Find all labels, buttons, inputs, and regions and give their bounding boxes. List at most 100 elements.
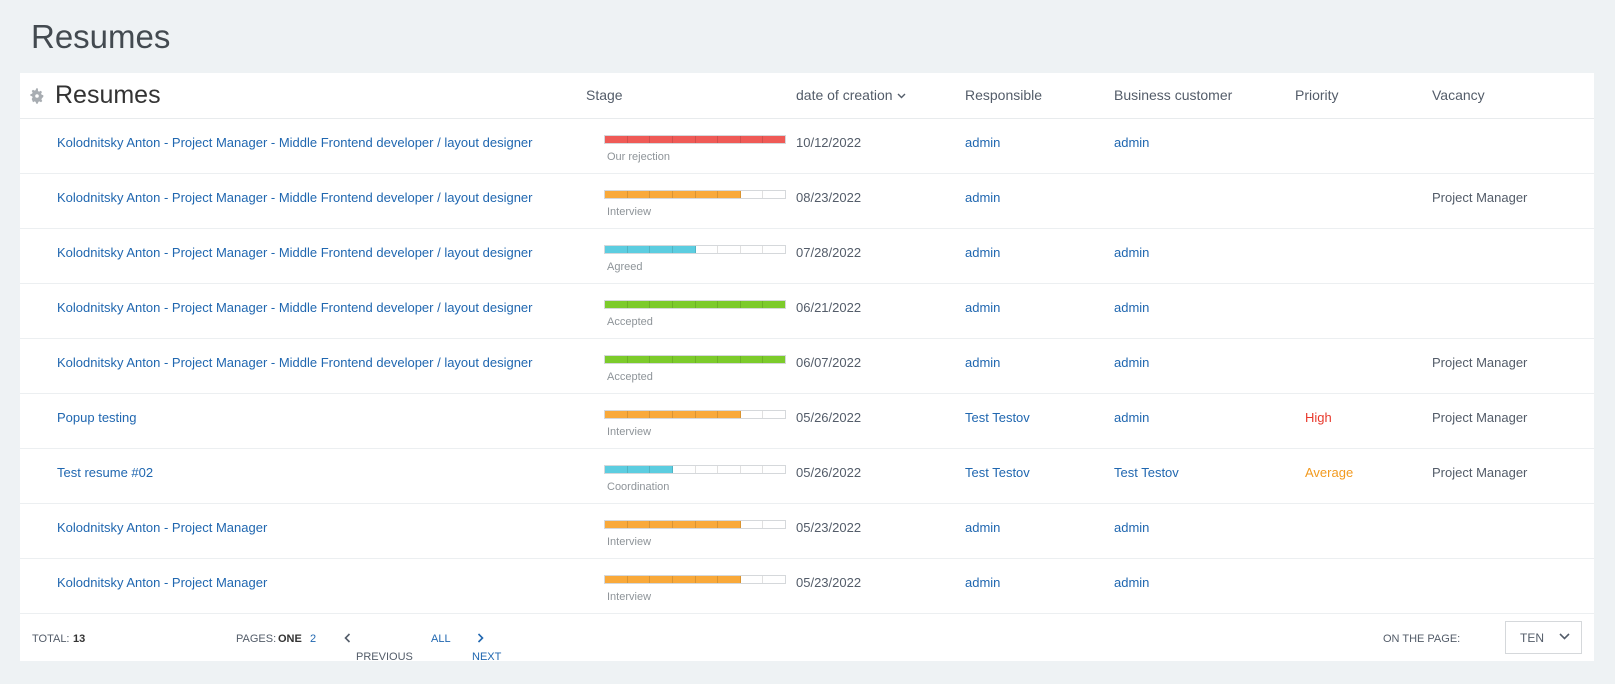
responsible-link[interactable]: admin [965,135,1001,150]
chevron-down-icon [1559,633,1570,640]
priority-value: Average [1305,465,1354,480]
previous-label: Previous [356,651,413,663]
stage-label: Agreed [607,261,643,273]
stage-label: Interview [607,426,652,438]
stage-segment [672,576,696,583]
business-customer-link[interactable]: admin [1114,245,1150,260]
business-customer-link[interactable]: admin [1114,355,1150,370]
stage-segment [741,411,764,418]
stage-segment [672,246,696,253]
stage-segment [718,301,741,308]
vacancy-value: Project Manager [1432,355,1528,370]
stage-segment [650,356,673,363]
stage-segment [740,136,764,143]
stage-segment [672,356,696,363]
table-row: Test resume #02 Coordination 05/26/2022 Tes… [20,449,1594,504]
resume-name-link[interactable]: Kolodnitsky Anton - Project Manager - Mi… [57,300,533,315]
responsible-link[interactable]: admin [965,245,1001,260]
stage-segment [718,136,741,143]
stage-segment [627,576,651,583]
resume-name-link[interactable]: Kolodnitsky Anton - Project Manager - Mi… [57,355,533,370]
stage-segment [605,411,628,418]
per-page-select[interactable]: ten [1505,621,1582,654]
stage-segment [627,356,651,363]
stage-segment [672,301,696,308]
stage-segment [627,246,651,253]
stage-label: Interview [607,536,652,548]
responsible-link[interactable]: Test Testov [965,465,1030,480]
stage-segment [650,191,673,198]
stage-segment [605,521,628,528]
previous-button[interactable]: Previous [344,633,413,663]
stage-segment [605,466,628,473]
resume-name-link[interactable]: Kolodnitsky Anton - Project Manager - Mi… [57,190,533,205]
stage-segment [741,466,764,473]
stage-label: Interview [607,206,652,218]
stage-segment [718,191,741,198]
business-customer-link[interactable]: admin [1114,135,1150,150]
chevron-right-icon [477,633,484,643]
stage-segment [672,521,696,528]
column-header-date[interactable]: date of creation [796,87,906,103]
responsible-link[interactable]: Test Testov [965,410,1030,425]
stage-segment [763,521,785,528]
vacancy-value: Project Manager [1432,410,1528,425]
stage-segment [650,136,673,143]
stage-segment [763,411,785,418]
stage-progress-bar [604,300,786,309]
responsible-link[interactable]: admin [965,520,1001,535]
business-customer-link[interactable]: admin [1114,300,1150,315]
date-of-creation: 06/07/2022 [796,355,862,370]
column-header-responsible[interactable]: Responsible [965,87,1043,103]
stage-segment [605,301,628,308]
stage-segment [650,521,673,528]
table-row: Popup testing Interview 05/26/2022 Test Tes… [20,394,1594,449]
resume-name-link[interactable]: Test resume #02 [57,465,154,480]
stage-segment [763,246,785,253]
resume-name-link[interactable]: Kolodnitsky Anton - Project Manager [57,520,268,535]
stage-segment [627,466,651,473]
resume-name-link[interactable]: Kolodnitsky Anton - Project Manager - Mi… [57,135,533,150]
stage-segment [695,301,719,308]
stage-label: Our rejection [607,151,670,163]
business-customer-link[interactable]: admin [1114,520,1150,535]
stage-segment [695,191,719,198]
column-header-business-customer[interactable]: Business customer [1114,87,1233,103]
date-of-creation: 10/12/2022 [796,135,862,150]
column-header-vacancy[interactable]: Vacancy [1432,87,1485,103]
column-header-date-label: date of creation [796,87,893,103]
resume-name-link[interactable]: Kolodnitsky Anton - Project Manager - Mi… [57,245,533,260]
stage-progress-bar [604,465,786,474]
column-header-stage[interactable]: Stage [586,87,623,103]
stage-label: Accepted [607,316,653,328]
vacancy-value: Project Manager [1432,190,1528,205]
responsible-link[interactable]: admin [965,300,1001,315]
stage-segment [763,136,785,143]
column-header-priority[interactable]: Priority [1295,87,1339,103]
stage-segment [605,191,628,198]
stage-segment [696,246,719,253]
all-button[interactable]: All [431,633,451,645]
resume-name-link[interactable]: Popup testing [57,410,137,425]
next-button[interactable]: Next [472,633,501,663]
date-of-creation: 05/26/2022 [796,410,862,425]
stage-segment [627,136,651,143]
responsible-link[interactable]: admin [965,190,1001,205]
business-customer-link[interactable]: admin [1114,575,1150,590]
stage-progress-bar [604,520,786,529]
stage-segment [650,411,673,418]
next-label: Next [472,651,502,663]
business-customer-link[interactable]: Test Testov [1114,465,1179,480]
table-row: Kolodnitsky Anton - Project Manager - Mi… [20,119,1594,174]
page-link-2[interactable]: 2 [310,633,317,645]
stage-segment [740,301,764,308]
responsible-link[interactable]: admin [965,575,1001,590]
responsible-link[interactable]: admin [965,355,1001,370]
stage-segment [718,466,741,473]
business-customer-link[interactable]: admin [1114,410,1150,425]
resume-name-link[interactable]: Kolodnitsky Anton - Project Manager [57,575,268,590]
stage-progress-bar [604,355,786,364]
gear-icon[interactable] [29,88,45,104]
stage-segment [740,356,764,363]
stage-segment [763,466,785,473]
